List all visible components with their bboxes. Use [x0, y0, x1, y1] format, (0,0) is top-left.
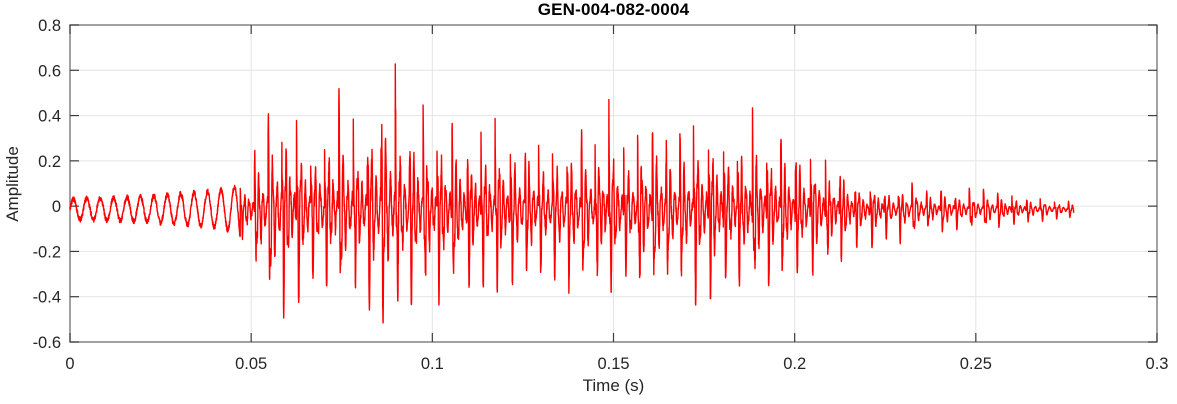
x-tick-label: 0.05 — [235, 355, 267, 373]
x-axis-label: Time (s) — [582, 376, 645, 395]
x-tick-label: 0.3 — [1146, 355, 1169, 373]
y-tick-label: 0.2 — [38, 153, 61, 171]
x-tick-label: 0.1 — [421, 355, 444, 373]
y-tick-label: 0 — [52, 198, 61, 216]
y-axis-label: Amplitude — [3, 146, 22, 222]
x-tick-label: 0.15 — [597, 355, 629, 373]
y-tick-label: 0.8 — [38, 17, 61, 35]
y-tick-label: -0.4 — [33, 289, 61, 307]
y-tick-label: -0.6 — [33, 334, 61, 352]
y-tick-label: 0.6 — [38, 62, 61, 80]
chart-title: GEN-004-082-0004 — [537, 0, 690, 19]
y-tick-label: -0.2 — [33, 243, 61, 261]
waveform-line — [69, 63, 1075, 324]
x-tick-label: 0.25 — [960, 355, 992, 373]
y-tick-label: 0.4 — [38, 108, 61, 126]
x-tick-label: 0.2 — [783, 355, 806, 373]
x-tick-label: 0 — [65, 355, 74, 373]
